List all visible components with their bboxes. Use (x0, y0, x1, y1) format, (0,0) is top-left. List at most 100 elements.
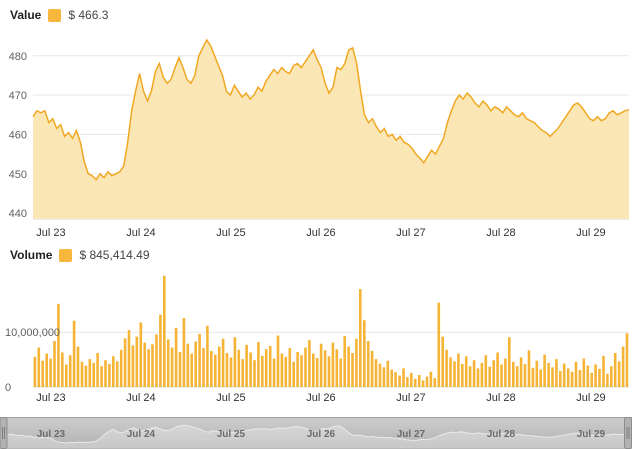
volume-bar[interactable] (613, 353, 617, 387)
volume-bar[interactable] (92, 362, 95, 387)
volume-bar[interactable] (170, 347, 174, 387)
volume-bar[interactable] (272, 358, 276, 388)
volume-bar[interactable] (425, 376, 429, 387)
volume-bar[interactable] (410, 372, 413, 387)
volume-bar[interactable] (598, 368, 601, 387)
volume-bar[interactable] (394, 372, 397, 387)
volume-bar[interactable] (547, 362, 550, 387)
volume-bar[interactable] (288, 348, 292, 387)
volume-bar[interactable] (445, 349, 448, 387)
volume-bar[interactable] (49, 358, 52, 388)
volume-bar[interactable] (80, 361, 84, 387)
volume-bar[interactable] (386, 360, 390, 387)
volume-bar[interactable] (261, 355, 264, 387)
volume-bar[interactable] (319, 343, 323, 387)
volume-bar[interactable] (504, 358, 507, 388)
volume-bar[interactable] (202, 348, 205, 387)
volume-bar[interactable] (276, 335, 280, 388)
volume-bar[interactable] (53, 341, 56, 387)
volume-bar[interactable] (190, 353, 193, 387)
volume-bar[interactable] (61, 352, 64, 388)
volume-bar[interactable] (578, 370, 582, 387)
volume-bar[interactable] (108, 364, 111, 387)
volume-bar-chart[interactable]: 10,000,000 0 Jul 23 Jul 24 Jul 25 Jul 26 Jul 2… (0, 268, 632, 413)
volume-bar[interactable] (390, 369, 393, 388)
volume-bar[interactable] (351, 353, 354, 387)
volume-bar[interactable] (296, 352, 299, 387)
volume-bar[interactable] (343, 336, 346, 387)
volume-bar[interactable] (182, 318, 186, 387)
volume-bar[interactable] (508, 337, 511, 387)
volume-bar[interactable] (264, 349, 268, 387)
volume-bar[interactable] (41, 360, 44, 387)
volume-bar[interactable] (417, 375, 421, 387)
volume-bar[interactable] (515, 366, 519, 387)
volume-bar[interactable] (582, 358, 586, 388)
volume-bar[interactable] (453, 361, 456, 387)
volume-bar[interactable] (437, 302, 441, 387)
volume-bar[interactable] (610, 366, 613, 387)
volume-bar[interactable] (249, 352, 252, 388)
volume-bar[interactable] (574, 361, 578, 387)
volume-bar[interactable] (127, 330, 131, 387)
volume-bar[interactable] (304, 347, 307, 387)
volume-bar[interactable] (84, 365, 88, 387)
volume-bar[interactable] (543, 354, 546, 387)
volume-bar[interactable] (65, 364, 68, 388)
volume-bar[interactable] (268, 345, 272, 387)
volume-bar[interactable] (327, 356, 331, 387)
volume-bar[interactable] (166, 339, 170, 387)
volume-bar[interactable] (68, 355, 72, 387)
volume-bar[interactable] (512, 361, 515, 387)
volume-bar[interactable] (104, 360, 107, 387)
volume-bar[interactable] (253, 360, 256, 387)
volume-bar[interactable] (402, 368, 405, 387)
volume-bar[interactable] (413, 378, 417, 387)
volume-bar[interactable] (323, 350, 327, 387)
volume-bar[interactable] (284, 356, 288, 387)
volume-bar[interactable] (131, 345, 135, 387)
volume-bar[interactable] (147, 349, 150, 387)
volume-bar[interactable] (476, 368, 480, 387)
volume-bar[interactable] (100, 366, 103, 387)
volume-bar[interactable] (617, 361, 621, 387)
volume-bar[interactable] (500, 364, 503, 388)
volume-bar[interactable] (370, 350, 374, 387)
volume-bar[interactable] (602, 355, 605, 387)
volume-bar[interactable] (492, 360, 495, 387)
volume-bar[interactable] (335, 349, 339, 387)
volume-bar[interactable] (429, 371, 433, 387)
volume-bar[interactable] (221, 338, 225, 387)
value-series-swatch[interactable] (48, 8, 62, 22)
volume-bar[interactable] (480, 362, 484, 387)
volume-bar[interactable] (421, 380, 425, 387)
volume-bar[interactable] (570, 371, 574, 387)
volume-bar[interactable] (347, 346, 350, 388)
volume-bar[interactable] (625, 333, 629, 387)
volume-bar[interactable] (539, 369, 542, 388)
volume-bar[interactable] (96, 353, 99, 387)
volume-bar[interactable] (555, 359, 558, 387)
volume-bar[interactable] (363, 320, 366, 387)
volume-bar[interactable] (57, 303, 60, 387)
value-area-chart[interactable]: 440 450 460 470 480 Jul 23 Jul 24 Jul 25 Jul 26 J… (0, 30, 632, 242)
volume-bar[interactable] (398, 375, 401, 388)
volume-bar[interactable] (433, 378, 437, 387)
volume-bar[interactable] (72, 320, 76, 387)
volume-bar[interactable] (233, 337, 237, 387)
volume-bar[interactable] (312, 353, 315, 387)
volume-bar[interactable] (562, 363, 566, 388)
navigator-strip[interactable]: Jul 23 Jul 24 Jul 25 Jul 26 Jul 27 Jul 28 Jul … (0, 417, 632, 449)
volume-bar[interactable] (468, 366, 472, 387)
volume-bar[interactable] (339, 358, 342, 388)
volume-bar[interactable] (76, 346, 80, 388)
volume-bar[interactable] (531, 367, 535, 387)
volume-bar[interactable] (566, 368, 570, 387)
volume-bar[interactable] (355, 338, 358, 387)
volume-bar[interactable] (163, 275, 166, 387)
volume-bar[interactable] (472, 360, 476, 387)
volume-bar[interactable] (88, 359, 92, 387)
volume-bar[interactable] (331, 342, 335, 387)
volume-bar[interactable] (519, 357, 523, 387)
volume-bar[interactable] (590, 372, 593, 387)
